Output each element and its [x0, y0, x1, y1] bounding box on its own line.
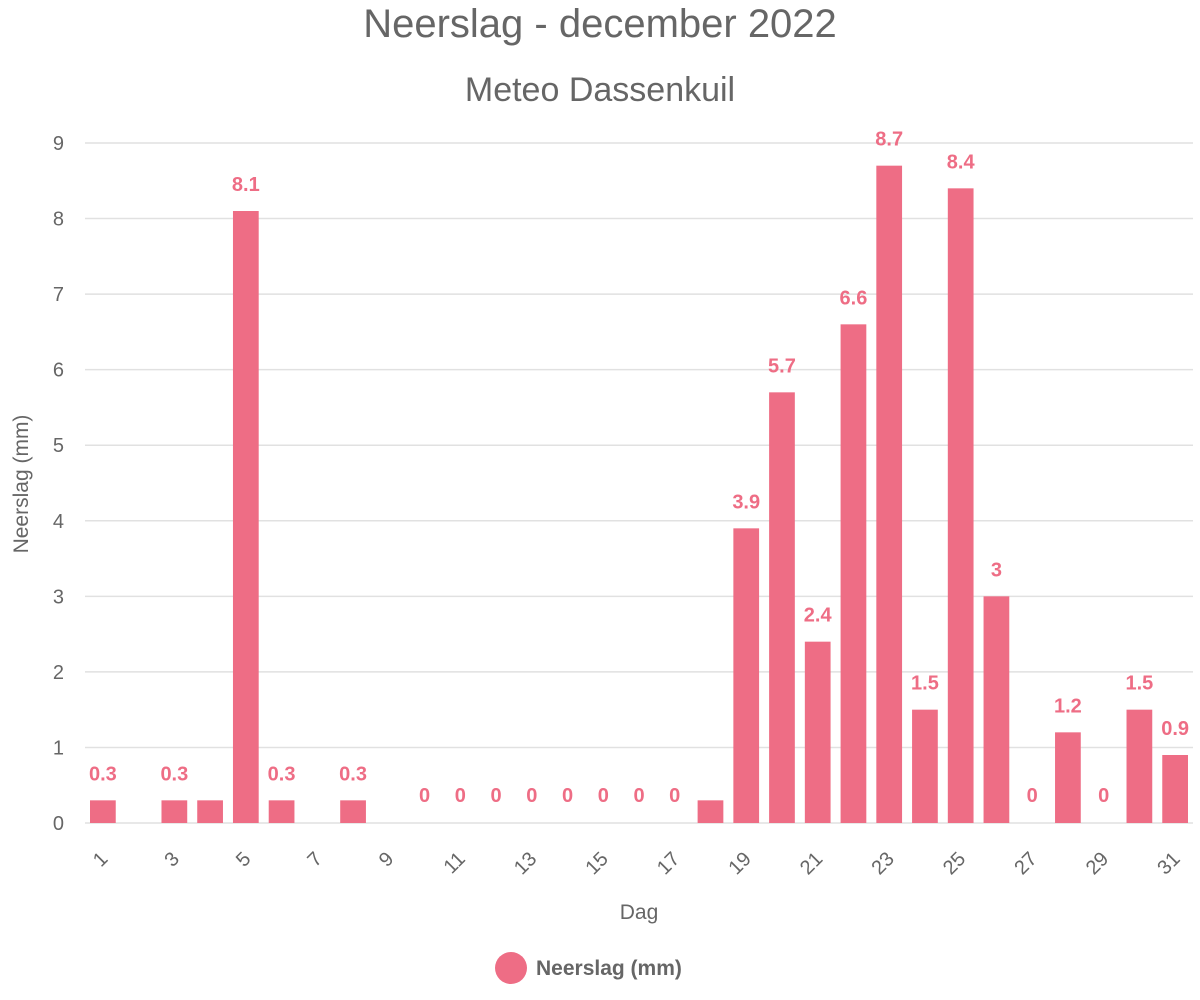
x-tick-label: 1	[89, 848, 112, 871]
bar[interactable]	[697, 800, 724, 823]
x-tick-label: 21	[796, 848, 827, 879]
bar[interactable]	[983, 596, 1010, 823]
x-tick-label: 15	[582, 848, 613, 879]
x-axis-title: Dag	[620, 901, 659, 924]
data-label: 8.1	[232, 174, 260, 196]
data-label: 6.6	[840, 287, 868, 309]
bar[interactable]	[840, 324, 867, 823]
data-label: 5.7	[768, 355, 796, 377]
bar[interactable]	[268, 800, 295, 823]
chart-subtitle: Meteo Dassenkuil	[465, 71, 735, 109]
data-label: 0.3	[339, 763, 367, 785]
y-tick-label: 6	[53, 360, 64, 382]
data-label: 0.3	[89, 763, 117, 785]
data-label: 0	[526, 785, 537, 807]
y-axis-title: Neerslag (mm)	[10, 415, 33, 554]
legend-swatch[interactable]	[495, 952, 527, 984]
data-label: 0.3	[160, 763, 188, 785]
data-label: 0.3	[268, 763, 296, 785]
x-axis-ticks: 1 3 5 7 9 11 13 15 17 19 21 23 25 27 29 31	[89, 848, 1185, 879]
data-label: 3	[991, 559, 1002, 581]
y-tick-label: 4	[53, 511, 64, 533]
x-tick-label: 17	[653, 848, 684, 879]
y-axis-ticks: 0 1 2 3 4 5 6 7 8 9	[53, 133, 64, 835]
data-label: 0	[633, 785, 644, 807]
x-tick-label: 31	[1153, 848, 1184, 879]
x-tick-label: 13	[510, 848, 541, 879]
data-label: 0	[1027, 785, 1038, 807]
bar[interactable]	[912, 709, 938, 823]
y-tick-label: 7	[53, 284, 64, 306]
data-label: 0	[455, 785, 466, 807]
gridlines	[85, 142, 1193, 824]
y-tick-label: 8	[53, 209, 64, 231]
bar[interactable]	[197, 800, 223, 823]
bar[interactable]	[1126, 709, 1153, 823]
data-label: 0	[562, 785, 573, 807]
x-tick-label: 29	[1082, 848, 1113, 879]
bar[interactable]	[876, 165, 903, 823]
y-tick-label: 5	[53, 435, 64, 457]
x-tick-label: 3	[160, 848, 183, 871]
x-tick-label: 25	[939, 848, 970, 879]
legend-label[interactable]: Neerslag (mm)	[536, 957, 682, 980]
data-label: 0	[598, 785, 609, 807]
data-label: 3.9	[732, 491, 760, 513]
data-label: 0	[669, 785, 680, 807]
data-label: 1.5	[911, 673, 939, 695]
bar[interactable]	[340, 800, 366, 823]
y-tick-label: 3	[53, 586, 64, 608]
bar[interactable]	[90, 800, 116, 823]
y-tick-label: 1	[53, 737, 64, 759]
chart-title: Neerslag - december 2022	[363, 2, 837, 46]
bar[interactable]	[769, 392, 795, 823]
x-tick-label: 5	[232, 848, 255, 871]
data-label: 2.4	[804, 605, 833, 627]
data-label: 0	[490, 785, 501, 807]
bars	[90, 165, 1188, 824]
x-tick-label: 27	[1010, 848, 1041, 879]
data-label: 1.2	[1054, 695, 1082, 717]
data-label: 8.4	[947, 151, 976, 173]
y-tick-label: 9	[53, 133, 64, 155]
bar[interactable]	[1162, 755, 1188, 823]
bar[interactable]	[804, 641, 831, 823]
legend[interactable]: Neerslag (mm)	[495, 952, 682, 984]
bar[interactable]	[733, 528, 760, 823]
x-tick-label: 19	[724, 848, 755, 879]
x-tick-label: 9	[375, 848, 398, 871]
x-tick-label: 7	[303, 848, 326, 871]
x-tick-label: 11	[440, 848, 470, 878]
y-tick-label: 2	[53, 662, 64, 684]
bar[interactable]	[1055, 732, 1081, 823]
data-label: 0	[1098, 785, 1109, 807]
data-label: 8.7	[875, 129, 903, 151]
bar[interactable]	[947, 188, 974, 824]
data-label: 0	[419, 785, 430, 807]
y-tick-label: 0	[53, 813, 64, 835]
bar[interactable]	[232, 211, 259, 823]
data-label: 0.9	[1161, 718, 1189, 740]
data-label: 1.5	[1125, 673, 1153, 695]
bar[interactable]	[161, 800, 188, 823]
x-tick-label: 23	[867, 848, 898, 879]
data-labels: 0.3 0.3 8.1 0.3 0.3 0 0 0 0 0 0 0 0 3.9 5.7 2.4 6.6 8.7 1.…	[89, 129, 1189, 807]
